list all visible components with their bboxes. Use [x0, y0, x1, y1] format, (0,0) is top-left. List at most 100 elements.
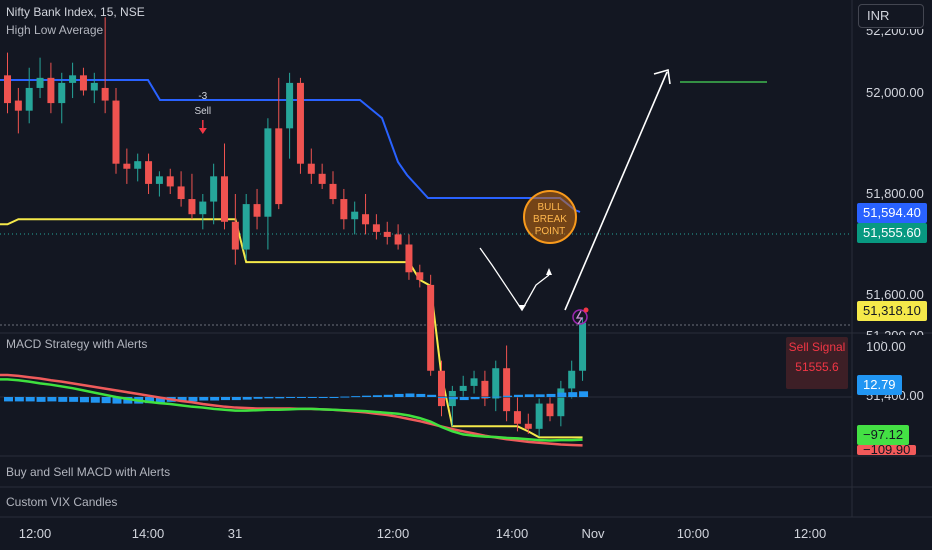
alert-dot: [583, 307, 589, 313]
candle: [329, 171, 337, 205]
sell-label: Sell: [194, 106, 211, 117]
macd-hist-bar: [351, 396, 361, 398]
candle: [286, 72, 294, 159]
time-axis-label: 14:00: [132, 526, 165, 541]
candle-body: [318, 173, 326, 184]
candle-body: [58, 82, 66, 104]
candle-body: [199, 201, 207, 215]
candle: [166, 168, 174, 194]
candle-body: [427, 284, 435, 371]
macd-hist-bar: [101, 397, 111, 404]
candle-body: [524, 423, 532, 429]
macd-hist-bar: [448, 397, 458, 400]
candle: [4, 52, 11, 114]
chart-title[interactable]: Nifty Bank Index, 15, NSE: [6, 5, 145, 19]
macd-hist-bar: [513, 394, 523, 397]
candle: [199, 194, 207, 230]
lower-band-line: [0, 218, 583, 439]
candle-body: [568, 370, 576, 389]
candle-body: [47, 77, 55, 104]
sell-signal-box: Sell Signal 51555.6: [786, 337, 848, 389]
candle: [535, 398, 543, 437]
candle-body: [557, 388, 565, 417]
macd-hist-bar: [14, 397, 24, 402]
candle: [79, 67, 87, 96]
sell-signal-label: Sell Signal: [788, 340, 846, 354]
candle-body: [4, 75, 11, 104]
price-tick-label: 51,600.00: [866, 287, 924, 302]
macd-hist-bar: [58, 397, 68, 402]
candle-body: [459, 385, 467, 391]
macd-hist-bar: [383, 394, 393, 397]
pane3-title[interactable]: Buy and Sell MACD with Alerts: [6, 465, 171, 479]
sell-arrow-head: [198, 128, 207, 134]
macd-hist-bar: [177, 397, 187, 402]
candle-body: [134, 161, 142, 169]
candle-body: [166, 176, 174, 187]
macd-hist-bar: [546, 393, 556, 397]
macd-hist-bar: [557, 392, 567, 397]
candle-body: [210, 176, 218, 202]
macd-hist-bar: [459, 397, 469, 401]
candle: [155, 171, 163, 197]
currency-button[interactable]: INR: [858, 4, 924, 28]
macd-hist-bar: [25, 397, 35, 402]
macd-hist-bar: [524, 394, 534, 397]
candle: [394, 224, 402, 250]
candle-body: [231, 221, 239, 250]
projection-arrow: [564, 71, 668, 311]
candle: [25, 67, 33, 124]
pane4-title[interactable]: Custom VIX Candles: [6, 495, 118, 509]
candle: [405, 234, 413, 280]
candle: [253, 188, 261, 230]
candle-body: [416, 272, 424, 280]
candle-body: [145, 161, 153, 184]
macd-level-label: 100.00: [866, 339, 906, 354]
macd-hist-bar: [492, 396, 502, 398]
candle-body: [351, 211, 359, 220]
candle: [58, 72, 66, 124]
macd-tag: −97.12: [857, 425, 910, 445]
candle: [112, 87, 120, 174]
candle: [470, 370, 478, 394]
macd-hist-bar: [416, 393, 426, 397]
macd-pane-title[interactable]: MACD Strategy with Alerts: [6, 337, 148, 351]
candle-body: [221, 176, 228, 222]
candle-body: [383, 231, 391, 237]
candle: [36, 57, 44, 99]
time-axis-label: Nov: [581, 526, 605, 541]
candle: [101, 17, 109, 114]
macd-hist-bar: [503, 395, 513, 397]
macd-hist-bar: [405, 393, 415, 397]
macd-hist-bar: [372, 395, 382, 397]
candle: [448, 385, 456, 427]
candle-body: [535, 403, 543, 429]
candle: [513, 396, 521, 432]
candle: [383, 221, 391, 245]
candle-body: [101, 87, 109, 101]
candle: [275, 77, 283, 210]
zigzag-marker: [518, 305, 526, 311]
macd-hist-bar: [394, 393, 404, 397]
macd-hist-bar: [307, 397, 317, 398]
candle-body: [253, 204, 261, 217]
macd-hist-bar: [231, 397, 241, 401]
indicator-title[interactable]: High Low Average: [6, 23, 104, 37]
candle-body: [362, 214, 370, 225]
macd-hist-bar: [47, 397, 57, 402]
candle-body: [503, 368, 511, 412]
candle-body: [405, 244, 413, 273]
macd-hist-bar: [568, 392, 578, 397]
candle: [351, 201, 359, 235]
macd-hist-bar: [90, 397, 100, 403]
macd-hist-bar: [329, 397, 339, 398]
macd-hist-bar: [470, 397, 480, 400]
candle: [242, 194, 250, 260]
macd-hist-bar: [286, 397, 296, 398]
candle-body: [329, 183, 337, 200]
macd-hist-bar: [155, 397, 165, 403]
candle-body: [296, 82, 304, 164]
time-axis-label: 12:00: [377, 526, 410, 541]
macd-hist-bar: [438, 397, 447, 398]
